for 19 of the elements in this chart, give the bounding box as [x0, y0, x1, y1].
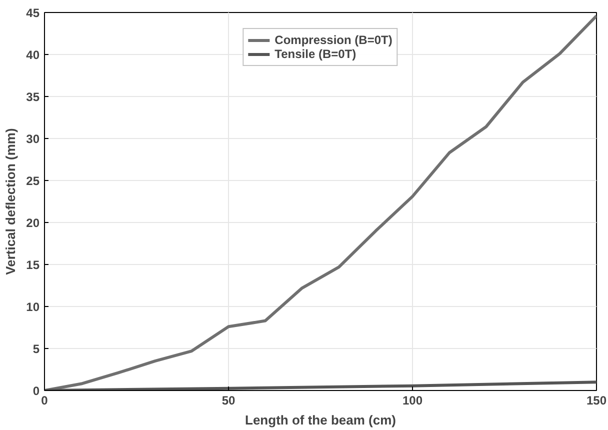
y-tick-label: 40 — [26, 48, 40, 62]
x-tick-label: 100 — [402, 394, 423, 408]
x-tick-label: 50 — [222, 394, 236, 408]
x-tick-label: 0 — [41, 394, 48, 408]
y-tick-label: 30 — [26, 132, 40, 146]
y-tick-label: 5 — [32, 342, 40, 356]
line-series — [44, 14, 596, 390]
y-tick-label: 20 — [26, 216, 40, 230]
y-tick-label: 0 — [32, 384, 40, 398]
y-tick-label: 35 — [26, 90, 40, 104]
x-tick-label: 150 — [586, 394, 607, 408]
y-axis-title: Vertical deflection (mm) — [3, 128, 18, 275]
legend-label: Compression (B=0T) — [274, 33, 392, 47]
y-tick-label: 45 — [26, 6, 40, 20]
x-axis-title: Length of the beam (cm) — [245, 412, 396, 428]
y-tick-label: 10 — [26, 300, 40, 314]
y-tick-label: 15 — [26, 258, 40, 272]
legend-label: Tensile (B=0T) — [274, 47, 356, 61]
y-tick-label: 25 — [26, 174, 40, 188]
